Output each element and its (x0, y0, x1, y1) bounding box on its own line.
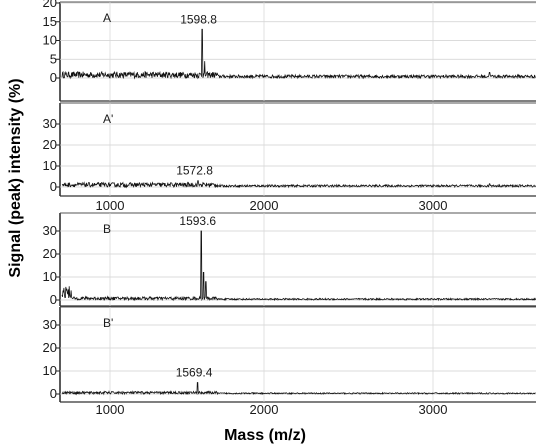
panel-1: 0 5 10 15 20 A 1598.8 (43, 0, 536, 102)
y-tick-label: 0 (50, 70, 57, 85)
panel-label: B' (103, 316, 113, 330)
x-tick-label: 1000 (96, 402, 125, 417)
x-axis-title: Mass (m/z) (224, 427, 306, 444)
spectrum-trace (61, 180, 536, 189)
peak-annotation: 1572.8 (176, 164, 213, 178)
x-tick-label: 2000 (250, 198, 279, 213)
y-tick-label: 20 (43, 340, 57, 355)
y-tick-label: 10 (43, 158, 57, 173)
spectrum-trace (61, 28, 536, 80)
x-tick-label: 1000 (96, 198, 125, 213)
y-tick-label: 10 (43, 269, 57, 284)
y-tick-label: 15 (43, 14, 57, 29)
spectrum-trace (61, 230, 536, 302)
panel-3: 0 10 20 30 B 1593.6 (43, 212, 536, 307)
x-tick-label: 3000 (419, 198, 448, 213)
y-tick-label: 20 (43, 137, 57, 152)
y-tick-label: 0 (50, 386, 57, 401)
y-tick-label: 20 (43, 246, 57, 261)
y-axis-title: Signal (peak) intensity (%) (7, 78, 24, 277)
panel-label: A' (103, 112, 113, 126)
peak-annotation: 1598.8 (180, 12, 217, 26)
y-tick-label: 5 (50, 51, 57, 66)
y-tick-label: 10 (43, 33, 57, 48)
panel-2: 0 10 20 30 A' 1572.8 1000 2000 3000 (43, 102, 536, 213)
x-tick-label: 3000 (419, 402, 448, 417)
peak-annotation: 1593.6 (179, 214, 216, 228)
y-tick-label: 0 (50, 179, 57, 194)
y-tick-label: 30 (43, 223, 57, 238)
y-tick-label: 0 (50, 292, 57, 307)
panel-4: 0 10 20 30 B' 1569.4 1000 2000 3000 (43, 306, 536, 417)
panel-label: A (103, 11, 111, 25)
peak-annotation: 1569.4 (176, 366, 213, 380)
y-tick-label: 20 (43, 0, 57, 10)
spectrum-trace (61, 382, 536, 396)
y-tick-label: 30 (43, 116, 57, 131)
y-tick-label: 30 (43, 317, 57, 332)
y-tick-label: 10 (43, 363, 57, 378)
panel-label: B (103, 222, 111, 236)
x-tick-label: 2000 (250, 402, 279, 417)
